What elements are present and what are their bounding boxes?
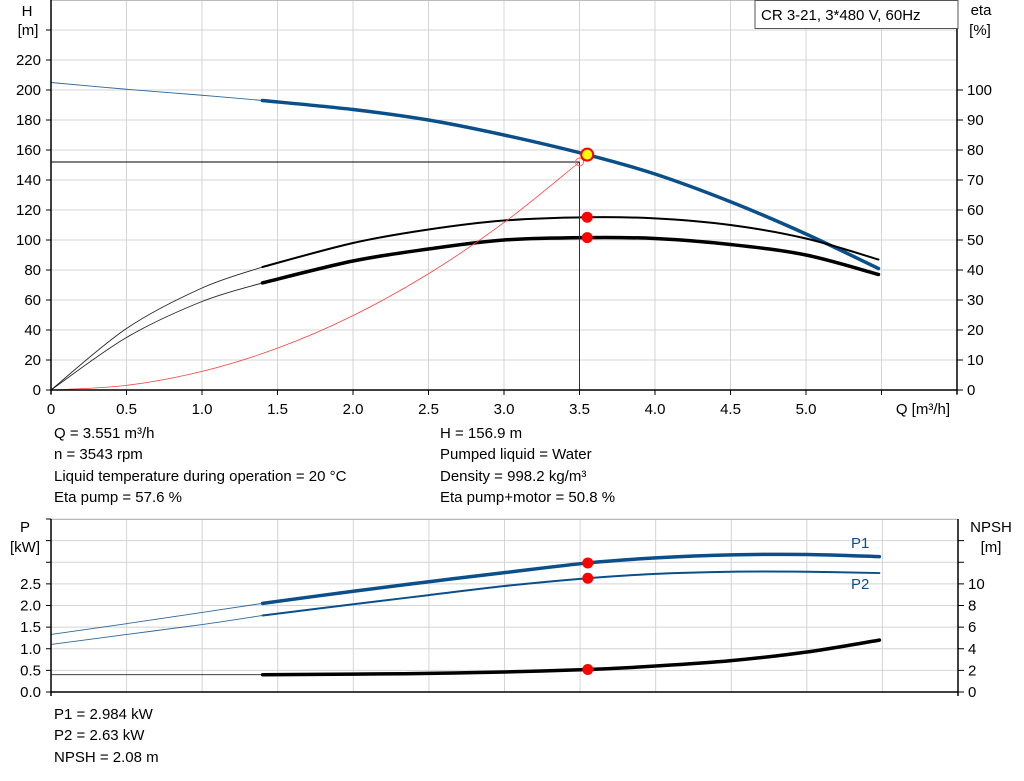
eta-pump-operating-marker bbox=[581, 211, 593, 223]
x-tick-label: 0 bbox=[47, 401, 55, 418]
y-right-tick-label: 30 bbox=[967, 292, 984, 309]
npsh-operating-marker bbox=[582, 664, 594, 676]
eta_total-curve-extrapolated bbox=[50, 282, 263, 391]
y-left-tick-label: 1.5 bbox=[20, 619, 41, 636]
legend-box bbox=[754, 0, 959, 29]
grid bbox=[51, 0, 957, 390]
eta-pump-value: Eta pump = 57.6 % bbox=[54, 488, 182, 506]
y-right-unit: [%] bbox=[969, 22, 991, 39]
y-left-tick-label: 100 bbox=[16, 232, 41, 249]
y-right-label: NPSH bbox=[970, 519, 1012, 536]
y-right-tick-label: 2 bbox=[968, 662, 976, 679]
liquid-value: Pumped liquid = Water bbox=[440, 446, 592, 464]
y-right-tick-label: 0 bbox=[967, 382, 975, 399]
y-left-label: H bbox=[22, 3, 33, 20]
y-right-label: eta bbox=[971, 2, 993, 19]
y-left-unit: [kW] bbox=[10, 539, 40, 556]
y-left-tick-label: 60 bbox=[24, 292, 41, 309]
NPSH-curve bbox=[260, 638, 882, 677]
y-left-tick-label: 140 bbox=[16, 172, 41, 189]
curves bbox=[50, 552, 882, 677]
head-efficiency-chart: 0 20 40 60 80 100 120 140 160 180 200 220 0 10 20 30 40 5… bbox=[16, 0, 992, 418]
power-info: P1 = 2.984 kW P2 = 2.63 kW NPSH = 2.08 m bbox=[54, 704, 159, 768]
p1-value: P1 = 2.984 kW bbox=[54, 706, 153, 723]
x-axis-label: Q [m³/h] bbox=[896, 401, 950, 418]
y-right-tick-label: 6 bbox=[968, 619, 976, 636]
y-right-tick-label: 8 bbox=[968, 598, 976, 615]
y-right-tick-label: 60 bbox=[967, 202, 984, 219]
grid bbox=[51, 518, 958, 692]
speed-value: n = 3543 rpm bbox=[54, 446, 143, 464]
y-left-tick-label: 0.5 bbox=[20, 662, 41, 679]
x-tick-label: 1.0 bbox=[192, 401, 213, 418]
P2-curve bbox=[261, 570, 881, 617]
P1-curve-extrapolated bbox=[50, 602, 263, 635]
p2-series-label: P2 bbox=[851, 576, 869, 593]
y-right-tick-label: 4 bbox=[968, 641, 976, 658]
y-right-unit: [m] bbox=[981, 539, 1002, 556]
density-value: Density = 998.2 kg/m³ bbox=[440, 467, 587, 485]
y-right-tick-label: 0 bbox=[968, 684, 976, 701]
y-right-tick-label: 20 bbox=[967, 322, 984, 339]
y-left-tick-label: 160 bbox=[16, 142, 41, 159]
y-right-tick-label: 80 bbox=[967, 142, 984, 159]
y-left-tick-label: 20 bbox=[24, 352, 41, 369]
y-left-tick-label: 120 bbox=[16, 202, 41, 219]
eta_pump-curve-extrapolated bbox=[50, 266, 263, 391]
y-left-tick-label: 80 bbox=[24, 262, 41, 279]
y-right-tick-label: 10 bbox=[968, 576, 985, 593]
head-operating-marker bbox=[580, 147, 595, 162]
y-right-tick-label: 10 bbox=[967, 352, 984, 369]
system_curve-curve bbox=[50, 161, 580, 391]
y-right-tick-label: 70 bbox=[967, 172, 984, 189]
p2-value: P2 = 2.63 kW bbox=[54, 727, 145, 745]
y-left-label: P bbox=[20, 519, 30, 536]
legend-title: CR 3-21, 3*480 V, 60Hz bbox=[761, 7, 921, 24]
y-left-tick-label: 40 bbox=[24, 322, 41, 339]
temperature-value: Liquid temperature during operation = 20… bbox=[54, 467, 347, 485]
H-curve-extrapolated bbox=[50, 82, 263, 101]
x-tick-label: 1.5 bbox=[267, 401, 288, 418]
npsh-value: NPSH = 2.08 m bbox=[54, 748, 159, 766]
p1-series-label: P1 bbox=[851, 535, 869, 552]
y-left-tick-label: 2.0 bbox=[20, 598, 41, 615]
x-tick-label: 4.5 bbox=[720, 401, 741, 418]
axes: 0 20 40 60 80 100 120 140 160 180 200 220 0 10 20 30 40 5… bbox=[16, 0, 992, 418]
x-tick-label: 4.0 bbox=[645, 401, 666, 418]
operating-info-left: Q = 3.551 m³/h n = 3543 rpm Liquid tempe… bbox=[54, 423, 346, 508]
eta-total-value: Eta pump+motor = 50.8 % bbox=[440, 488, 616, 506]
axes: 0.0 0.5 1.0 1.5 2.0 2.5 0 2 4 6 8 10 bbox=[20, 518, 985, 701]
eta-total-operating-marker bbox=[581, 232, 593, 244]
y-right-tick-label: 100 bbox=[967, 82, 992, 99]
head-value: H = 156.9 m bbox=[440, 425, 523, 442]
y-left-tick-label: 0.0 bbox=[20, 684, 41, 701]
y-left-tick-label: 220 bbox=[16, 52, 41, 69]
y-left-tick-label: 180 bbox=[16, 112, 41, 129]
operating-info-right: H = 156.9 m Pumped liquid = Water Densit… bbox=[440, 423, 615, 508]
power-npsh-chart: 0.0 0.5 1.0 1.5 2.0 2.5 0 2 4 6 8 10 P [kW] NPSH [m… bbox=[10, 518, 1012, 701]
y-left-tick-label: 200 bbox=[16, 82, 41, 99]
x-tick-label: 5.0 bbox=[796, 401, 817, 418]
y-right-tick-label: 50 bbox=[967, 232, 984, 249]
y-right-tick-label: 90 bbox=[967, 112, 984, 129]
y-left-tick-label: 0 bbox=[33, 382, 41, 399]
duty-point-marker bbox=[575, 157, 584, 167]
flow-value: Q = 3.551 m³/h bbox=[54, 425, 155, 442]
p1-operating-marker bbox=[582, 557, 594, 569]
P2-curve-extrapolated bbox=[50, 615, 263, 645]
curves bbox=[50, 82, 881, 391]
y-left-tick-label: 2.5 bbox=[20, 576, 41, 593]
x-tick-label: 2.0 bbox=[343, 401, 364, 418]
x-tick-label: 0.5 bbox=[116, 401, 137, 418]
x-tick-label: 3.5 bbox=[569, 401, 590, 418]
x-tick-label: 2.5 bbox=[418, 401, 439, 418]
x-tick-label: 3.0 bbox=[494, 401, 515, 418]
y-left-unit: [m] bbox=[18, 22, 39, 39]
y-right-tick-label: 40 bbox=[967, 262, 984, 279]
y-left-tick-label: 1.0 bbox=[20, 641, 41, 658]
eta_total-curve bbox=[260, 235, 881, 285]
p2-operating-marker bbox=[582, 572, 594, 584]
